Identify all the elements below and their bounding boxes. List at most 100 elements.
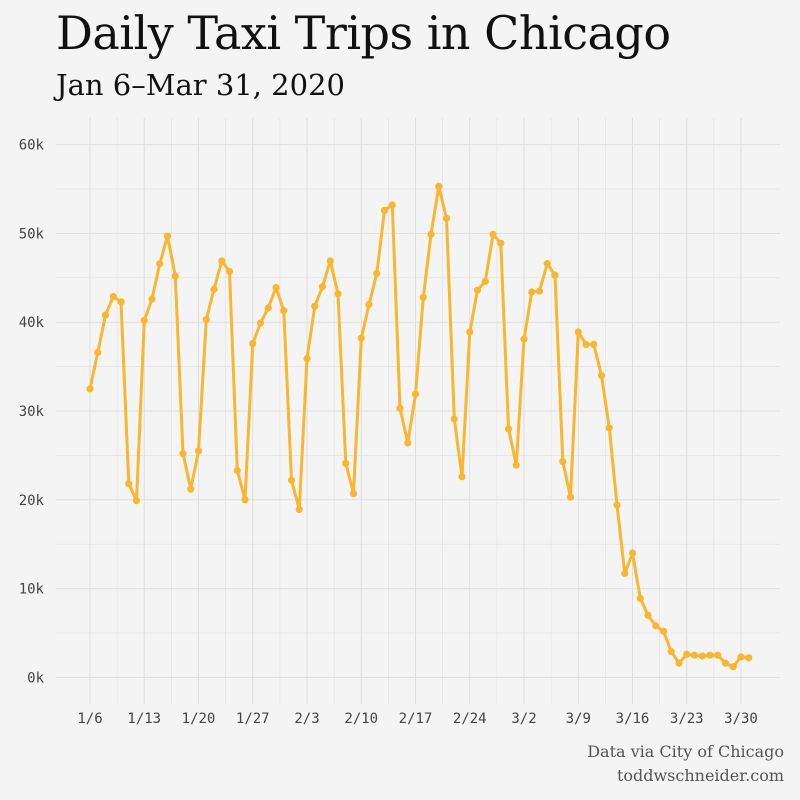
data-point <box>280 307 288 315</box>
data-point <box>458 473 466 481</box>
data-point <box>187 485 195 493</box>
data-point <box>690 651 699 659</box>
data-point <box>194 447 203 455</box>
data-point <box>342 459 350 467</box>
data-point <box>636 594 644 602</box>
data-point <box>140 316 148 325</box>
y-tick-label: 0k <box>27 670 44 686</box>
data-point <box>163 232 172 240</box>
data-point <box>613 501 621 509</box>
data-point <box>551 271 559 279</box>
data-point <box>109 292 117 301</box>
data-point <box>179 450 187 458</box>
data-point <box>605 424 613 432</box>
data-point <box>388 201 396 209</box>
data-point <box>357 334 365 342</box>
x-tick-label: 3/9 <box>566 711 591 727</box>
data-point <box>745 654 753 662</box>
data-source-credit: Data via City of Chicago <box>587 742 784 761</box>
chart-subtitle: Jan 6–Mar 31, 2020 <box>56 68 345 102</box>
data-point <box>497 239 505 247</box>
y-axis-ticks: 0k 10k 20k 30k 40k 50k 60k <box>19 138 45 687</box>
data-point <box>667 648 675 656</box>
data-point <box>729 663 737 671</box>
x-axis-ticks: 1/6 1/13 1/20 1/27 2/3 2/10 2/17 2/24 3/2 3/9 3/16… <box>77 711 758 727</box>
data-point <box>303 355 311 363</box>
x-tick-label: 1/13 <box>127 711 161 727</box>
data-point <box>256 319 265 327</box>
data-point <box>442 214 451 222</box>
data-point <box>504 425 513 433</box>
x-tick-label: 2/24 <box>453 711 487 727</box>
data-point <box>574 328 582 336</box>
x-tick-label: 2/3 <box>294 711 319 727</box>
data-point <box>590 340 598 349</box>
data-point <box>597 371 606 380</box>
data-point <box>427 230 435 238</box>
data-point <box>365 300 373 309</box>
data-point <box>621 569 629 578</box>
x-tick-label: 3/16 <box>616 711 650 727</box>
author-credit: toddwschneider.com <box>616 766 784 785</box>
data-point <box>311 302 319 310</box>
data-point <box>318 283 327 291</box>
x-tick-label: 3/23 <box>670 711 704 727</box>
y-tick-label: 40k <box>19 315 45 331</box>
data-point <box>543 260 551 268</box>
data-point <box>380 206 389 214</box>
x-tick-label: 1/20 <box>182 711 216 727</box>
data-point <box>450 415 458 423</box>
data-point <box>466 328 474 336</box>
data-point <box>125 480 133 488</box>
data-point <box>202 315 210 324</box>
data-point <box>714 651 722 659</box>
data-point <box>582 340 590 349</box>
data-point <box>683 650 691 658</box>
data-point <box>117 298 125 306</box>
data-point <box>698 652 706 660</box>
series-line <box>88 184 749 669</box>
data-point <box>435 182 443 190</box>
data-point <box>411 390 420 398</box>
y-tick-label: 60k <box>19 138 45 154</box>
x-tick-label: 1/27 <box>236 711 270 727</box>
data-point <box>652 622 660 630</box>
y-tick-label: 10k <box>19 582 45 598</box>
data-point <box>272 283 280 292</box>
data-point <box>210 285 218 293</box>
data-point <box>349 489 358 498</box>
chart-title: Daily Taxi Trips in Chicago <box>56 6 671 60</box>
data-point <box>156 260 164 268</box>
data-point <box>404 439 412 447</box>
data-point <box>295 505 303 514</box>
data-point <box>419 293 427 301</box>
x-tick-label: 2/17 <box>399 711 433 727</box>
data-point <box>489 230 497 238</box>
data-point <box>644 611 652 619</box>
y-tick-label: 50k <box>19 226 45 242</box>
data-point <box>218 257 226 265</box>
data-point <box>334 290 342 298</box>
data-point <box>659 627 668 635</box>
data-point <box>675 659 683 667</box>
data-point <box>287 476 296 484</box>
x-tick-label: 3/30 <box>724 711 758 727</box>
data-point <box>264 304 272 312</box>
data-point <box>171 272 179 280</box>
data-point <box>706 651 714 659</box>
data-point <box>94 348 102 356</box>
data-point <box>148 295 156 303</box>
data-point <box>326 257 334 265</box>
data-point <box>473 286 482 294</box>
data-point <box>628 549 637 557</box>
data-point <box>535 287 544 295</box>
data-point <box>396 404 404 412</box>
data-point <box>721 659 730 667</box>
data-point <box>101 311 110 319</box>
data-point <box>512 461 520 469</box>
data-point <box>528 288 536 296</box>
data-point <box>520 335 528 343</box>
data-point <box>249 339 257 348</box>
